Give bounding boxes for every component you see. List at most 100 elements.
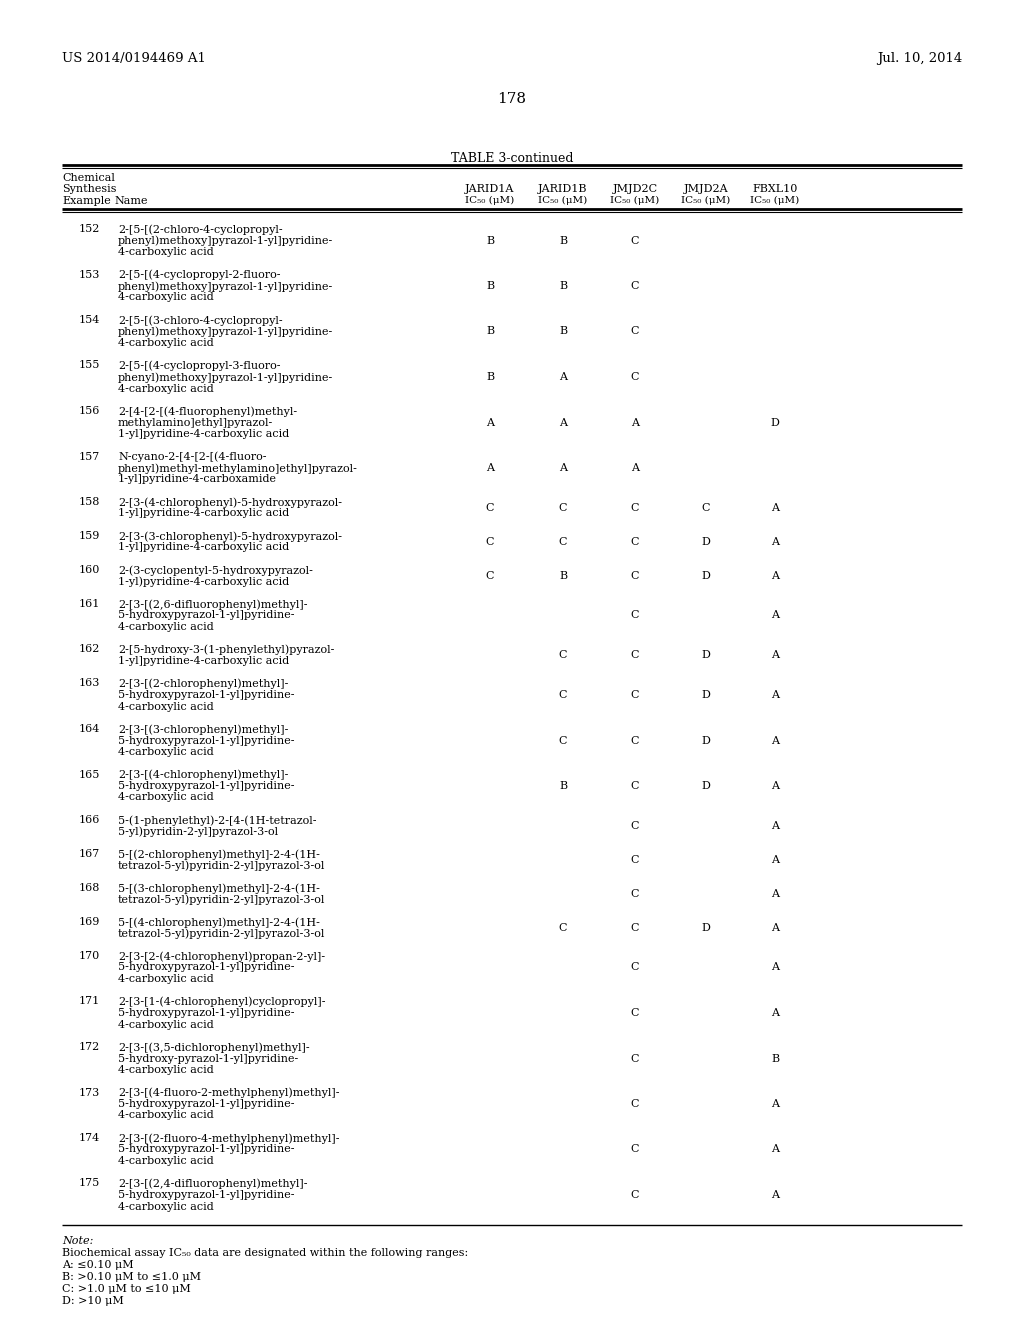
Text: 2-[5-hydroxy-3-(1-phenylethyl)pyrazol-: 2-[5-hydroxy-3-(1-phenylethyl)pyrazol- [118, 644, 335, 655]
Text: 4-carboxylic acid: 4-carboxylic acid [118, 384, 214, 393]
Text: A: ≤0.10 μM: A: ≤0.10 μM [62, 1261, 133, 1270]
Text: A: A [771, 821, 779, 830]
Text: D: D [701, 923, 711, 933]
Text: A: A [771, 570, 779, 581]
Text: A: A [771, 690, 779, 700]
Text: 4-carboxylic acid: 4-carboxylic acid [118, 1065, 214, 1074]
Text: 178: 178 [498, 92, 526, 106]
Text: 4-carboxylic acid: 4-carboxylic acid [118, 1156, 214, 1166]
Text: JARID1A: JARID1A [465, 185, 515, 194]
Text: D: D [701, 570, 711, 581]
Text: 4-carboxylic acid: 4-carboxylic acid [118, 1019, 214, 1030]
Text: IC₅₀ (μM): IC₅₀ (μM) [465, 195, 515, 205]
Text: 2-[3-(4-chlorophenyl)-5-hydroxypyrazol-: 2-[3-(4-chlorophenyl)-5-hydroxypyrazol- [118, 498, 342, 508]
Text: 160: 160 [79, 565, 100, 576]
Text: 175: 175 [79, 1179, 100, 1188]
Text: C: C [485, 503, 495, 512]
Text: 5-hydroxypyrazol-1-yl]pyridine-: 5-hydroxypyrazol-1-yl]pyridine- [118, 610, 295, 620]
Text: Synthesis: Synthesis [62, 185, 117, 194]
Text: 5-hydroxypyrazol-1-yl]pyridine-: 5-hydroxypyrazol-1-yl]pyridine- [118, 1144, 295, 1155]
Text: 163: 163 [79, 678, 100, 689]
Text: 167: 167 [79, 849, 100, 859]
Text: 2-[3-[(2,4-difluorophenyl)methyl]-: 2-[3-[(2,4-difluorophenyl)methyl]- [118, 1179, 307, 1189]
Text: C: C [631, 537, 639, 546]
Text: C: C [631, 923, 639, 933]
Text: 1-yl]pyridine-4-carboxylic acid: 1-yl]pyridine-4-carboxylic acid [118, 508, 289, 519]
Text: C: C [631, 570, 639, 581]
Text: D: D [701, 690, 711, 700]
Text: tetrazol-5-yl)pyridin-2-yl]pyrazol-3-ol: tetrazol-5-yl)pyridin-2-yl]pyrazol-3-ol [118, 928, 326, 939]
Text: 5-[(4-chlorophenyl)methyl]-2-4-(1H-: 5-[(4-chlorophenyl)methyl]-2-4-(1H- [118, 917, 319, 928]
Text: C: C [631, 1144, 639, 1155]
Text: C: C [631, 610, 639, 620]
Text: A: A [771, 735, 779, 746]
Text: B: B [559, 281, 567, 290]
Text: 5-hydroxypyrazol-1-yl]pyridine-: 5-hydroxypyrazol-1-yl]pyridine- [118, 781, 295, 791]
Text: 169: 169 [79, 917, 100, 927]
Text: C: C [631, 326, 639, 337]
Text: B: B [486, 281, 494, 290]
Text: 5-[(2-chlorophenyl)methyl]-2-4-(1H-: 5-[(2-chlorophenyl)methyl]-2-4-(1H- [118, 849, 319, 859]
Text: Name: Name [114, 195, 147, 206]
Text: A: A [771, 503, 779, 512]
Text: 4-carboxylic acid: 4-carboxylic acid [118, 293, 214, 302]
Text: A: A [771, 1191, 779, 1200]
Text: 2-[3-[(2,6-difluorophenyl)methyl]-: 2-[3-[(2,6-difluorophenyl)methyl]- [118, 599, 307, 610]
Text: A: A [486, 417, 494, 428]
Text: B: B [771, 1053, 779, 1064]
Text: A: A [771, 888, 779, 899]
Text: C: C [701, 503, 711, 512]
Text: 5-[(3-chlorophenyl)methyl]-2-4-(1H-: 5-[(3-chlorophenyl)methyl]-2-4-(1H- [118, 883, 319, 894]
Text: A: A [631, 417, 639, 428]
Text: Chemical: Chemical [62, 173, 115, 183]
Text: 161: 161 [79, 599, 100, 609]
Text: 2-[3-[(3,5-dichlorophenyl)methyl]-: 2-[3-[(3,5-dichlorophenyl)methyl]- [118, 1041, 309, 1052]
Text: C: C [631, 690, 639, 700]
Text: JMJD2A: JMJD2A [684, 185, 728, 194]
Text: 159: 159 [79, 531, 100, 541]
Text: 5-hydroxypyrazol-1-yl]pyridine-: 5-hydroxypyrazol-1-yl]pyridine- [118, 735, 295, 746]
Text: D: D [701, 537, 711, 546]
Text: 1-yl]pyridine-4-carboxylic acid: 1-yl]pyridine-4-carboxylic acid [118, 543, 289, 553]
Text: 1-yl]pyridine-4-carboxylic acid: 1-yl]pyridine-4-carboxylic acid [118, 656, 289, 667]
Text: 2-[5-[(2-chloro-4-cyclopropyl-: 2-[5-[(2-chloro-4-cyclopropyl- [118, 224, 283, 235]
Text: tetrazol-5-yl)pyridin-2-yl]pyrazol-3-ol: tetrazol-5-yl)pyridin-2-yl]pyrazol-3-ol [118, 861, 326, 871]
Text: A: A [771, 1100, 779, 1109]
Text: phenyl)methoxy]pyrazol-1-yl]pyridine-: phenyl)methoxy]pyrazol-1-yl]pyridine- [118, 372, 333, 383]
Text: 2-[5-[(3-chloro-4-cyclopropyl-: 2-[5-[(3-chloro-4-cyclopropyl- [118, 315, 283, 326]
Text: IC₅₀ (μM): IC₅₀ (μM) [681, 195, 731, 205]
Text: 1-yl)pyridine-4-carboxylic acid: 1-yl)pyridine-4-carboxylic acid [118, 577, 289, 587]
Text: 2-[3-[(4-chlorophenyl)methyl]-: 2-[3-[(4-chlorophenyl)methyl]- [118, 770, 289, 780]
Text: tetrazol-5-yl)pyridin-2-yl]pyrazol-3-ol: tetrazol-5-yl)pyridin-2-yl]pyrazol-3-ol [118, 895, 326, 906]
Text: 5-hydroxypyrazol-1-yl]pyridine-: 5-hydroxypyrazol-1-yl]pyridine- [118, 1008, 295, 1018]
Text: 2-[3-(3-chlorophenyl)-5-hydroxypyrazol-: 2-[3-(3-chlorophenyl)-5-hydroxypyrazol- [118, 531, 342, 541]
Text: A: A [771, 923, 779, 933]
Text: 4-carboxylic acid: 4-carboxylic acid [118, 247, 214, 257]
Text: C: C [631, 781, 639, 791]
Text: 170: 170 [79, 950, 100, 961]
Text: B: B [486, 326, 494, 337]
Text: 2-[3-[(2-fluoro-4-methylphenyl)methyl]-: 2-[3-[(2-fluoro-4-methylphenyl)methyl]- [118, 1133, 340, 1143]
Text: Example: Example [62, 195, 111, 206]
Text: C: C [631, 1191, 639, 1200]
Text: C: >1.0 μM to ≤10 μM: C: >1.0 μM to ≤10 μM [62, 1284, 190, 1294]
Text: 1-yl]pyridine-4-carboxylic acid: 1-yl]pyridine-4-carboxylic acid [118, 429, 289, 440]
Text: Jul. 10, 2014: Jul. 10, 2014 [877, 51, 962, 65]
Text: C: C [631, 888, 639, 899]
Text: 2-[5-[(4-cyclopropyl-2-fluoro-: 2-[5-[(4-cyclopropyl-2-fluoro- [118, 269, 281, 280]
Text: 4-carboxylic acid: 4-carboxylic acid [118, 701, 214, 711]
Text: 2-[5-[(4-cyclopropyl-3-fluoro-: 2-[5-[(4-cyclopropyl-3-fluoro- [118, 360, 281, 371]
Text: A: A [559, 372, 567, 381]
Text: A: A [631, 463, 639, 473]
Text: C: C [631, 1100, 639, 1109]
Text: C: C [485, 570, 495, 581]
Text: 4-carboxylic acid: 4-carboxylic acid [118, 792, 214, 803]
Text: C: C [631, 821, 639, 830]
Text: C: C [631, 235, 639, 246]
Text: D: D [701, 781, 711, 791]
Text: phenyl)methoxy]pyrazol-1-yl]pyridine-: phenyl)methoxy]pyrazol-1-yl]pyridine- [118, 326, 333, 337]
Text: A: A [771, 781, 779, 791]
Text: B: B [486, 235, 494, 246]
Text: 152: 152 [79, 224, 100, 234]
Text: B: B [559, 570, 567, 581]
